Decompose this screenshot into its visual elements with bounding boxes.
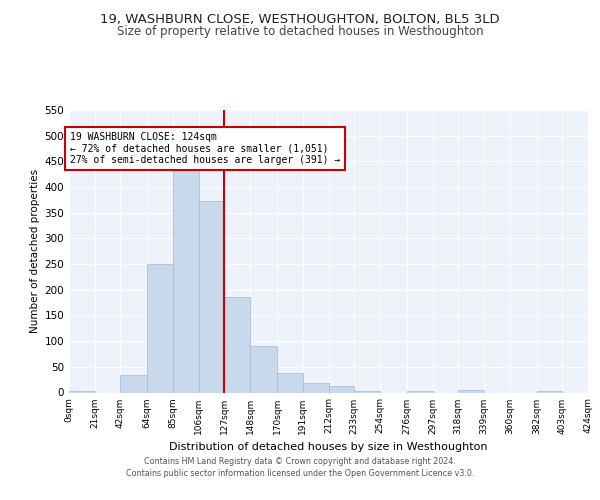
- Bar: [173, 160, 199, 392]
- Text: Contains HM Land Registry data © Crown copyright and database right 2024.: Contains HM Land Registry data © Crown c…: [144, 458, 456, 466]
- Bar: [329, 386, 354, 392]
- Bar: [148, 264, 173, 392]
- Bar: [277, 373, 303, 392]
- Bar: [536, 391, 562, 392]
- Bar: [458, 390, 484, 392]
- Y-axis label: Number of detached properties: Number of detached properties: [30, 169, 40, 334]
- Text: 19, WASHBURN CLOSE, WESTHOUGHTON, BOLTON, BL5 3LD: 19, WASHBURN CLOSE, WESTHOUGHTON, BOLTON…: [100, 12, 500, 26]
- Bar: [69, 391, 95, 392]
- Text: Size of property relative to detached houses in Westhoughton: Size of property relative to detached ho…: [116, 25, 484, 38]
- X-axis label: Distribution of detached houses by size in Westhoughton: Distribution of detached houses by size …: [169, 442, 488, 452]
- Bar: [224, 298, 250, 392]
- Bar: [199, 202, 224, 392]
- Text: Contains public sector information licensed under the Open Government Licence v3: Contains public sector information licen…: [126, 469, 474, 478]
- Bar: [354, 391, 380, 392]
- Text: 19 WASHBURN CLOSE: 124sqm
← 72% of detached houses are smaller (1,051)
27% of se: 19 WASHBURN CLOSE: 124sqm ← 72% of detac…: [70, 132, 340, 165]
- Bar: [303, 384, 329, 392]
- Bar: [250, 346, 277, 393]
- Bar: [121, 374, 148, 392]
- Bar: [407, 391, 433, 392]
